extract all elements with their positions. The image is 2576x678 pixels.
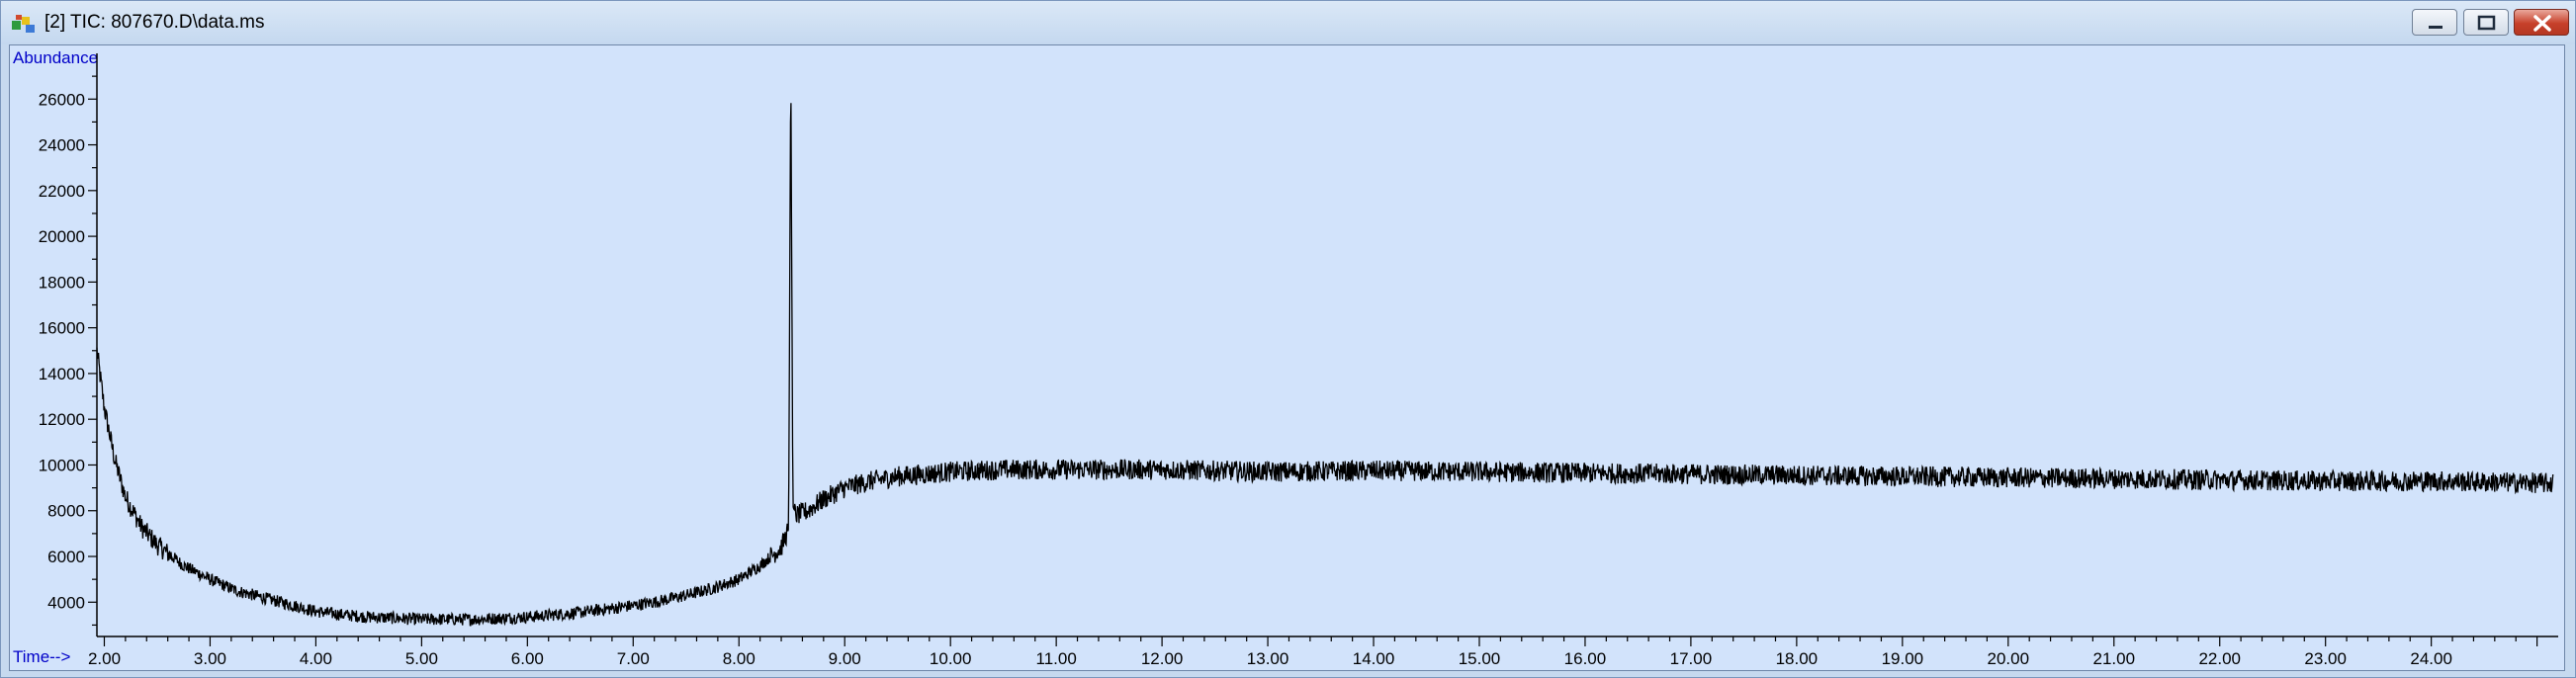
title-bar[interactable]: [2] TIC: 807670.D\data.ms — [1, 1, 2575, 44]
plot-area[interactable]: Abundance Time--> 4000 6000 8000 10000 12000… — [9, 44, 2565, 671]
window-title: [2] TIC: 807670.D\data.ms — [44, 12, 265, 33]
x-axis-label: Time--> — [13, 647, 70, 666]
trace-group — [96, 103, 2554, 627]
x-tick-label: 3.00 — [194, 649, 226, 668]
x-tick-label: 7.00 — [617, 649, 650, 668]
y-tick-label: 10000 — [39, 456, 85, 474]
x-tick-label: 14.00 — [1353, 649, 1395, 668]
x-tick-label: 2.00 — [88, 649, 121, 668]
y-tick-label: 16000 — [39, 319, 85, 338]
x-tick-label: 16.00 — [1564, 649, 1607, 668]
y-tick-label: 4000 — [47, 593, 85, 612]
y-tick-label: 20000 — [39, 227, 85, 246]
y-tick-label: 12000 — [39, 410, 85, 429]
x-tick-label: 5.00 — [405, 649, 438, 668]
x-tick-label: 17.00 — [1670, 649, 1713, 668]
minimize-button[interactable] — [2412, 9, 2457, 36]
y-tick-label: 18000 — [39, 273, 85, 292]
maximize-button[interactable] — [2463, 9, 2509, 36]
x-tick-label: 12.00 — [1141, 649, 1184, 668]
tic-trace — [96, 103, 2554, 627]
x-tick-label: 6.00 — [511, 649, 544, 668]
x-tick-label: 23.00 — [2304, 649, 2347, 668]
restore-icon — [2477, 15, 2496, 31]
y-tick-label: 22000 — [39, 182, 85, 201]
close-icon — [2533, 15, 2551, 32]
y-tick-label: 24000 — [39, 136, 85, 155]
y-tick-label: 6000 — [47, 548, 85, 566]
x-tick-label: 22.00 — [2198, 649, 2241, 668]
x-tick-label: 20.00 — [1988, 649, 2030, 668]
tic-chart: Abundance Time--> 4000 6000 8000 10000 12000… — [13, 48, 2558, 668]
x-tick-label: 13.00 — [1247, 649, 1289, 668]
x-tick-label: 19.00 — [1882, 649, 1924, 668]
close-button[interactable] — [2514, 9, 2569, 36]
chromatogram-app-icon — [12, 15, 35, 33]
window-edge — [2568, 44, 2575, 671]
minimize-icon — [2429, 26, 2443, 29]
x-tick-label: 8.00 — [723, 649, 755, 668]
x-tick-label: 11.00 — [1036, 649, 1077, 668]
x-tick-label: 21.00 — [2092, 649, 2135, 668]
axes: 4000 6000 8000 10000 12000 14000 16000 18000 200… — [39, 53, 2558, 668]
x-tick-label: 24.00 — [2410, 649, 2452, 668]
x-tick-label: 15.00 — [1459, 649, 1501, 668]
x-tick-label: 18.00 — [1776, 649, 1819, 668]
y-tick-label: 14000 — [39, 365, 85, 383]
y-tick-label: 26000 — [39, 90, 85, 109]
x-tick-label: 9.00 — [829, 649, 861, 668]
x-tick-label: 10.00 — [930, 649, 972, 668]
x-tick-label: 4.00 — [300, 649, 332, 668]
y-tick-label: 8000 — [47, 502, 85, 521]
y-axis-label: Abundance — [13, 48, 98, 67]
